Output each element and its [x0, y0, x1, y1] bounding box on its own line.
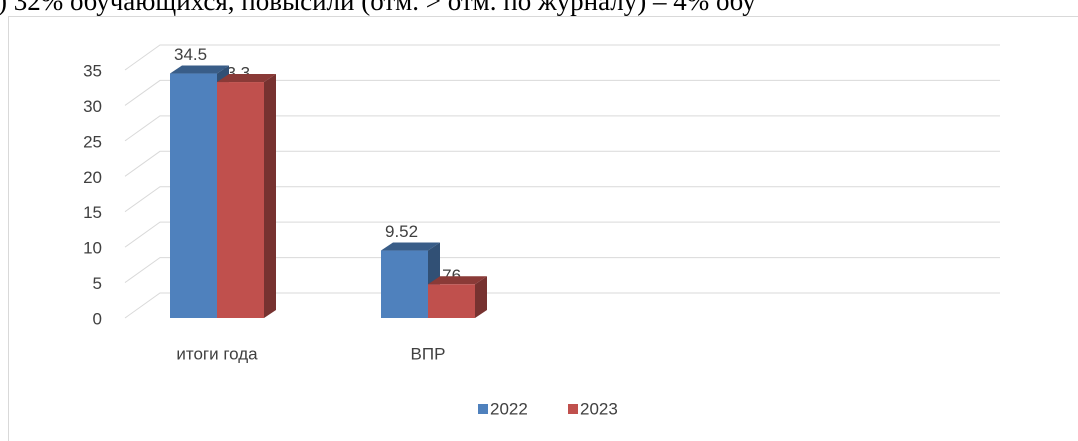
- x-tick-label: итоги года: [176, 344, 258, 363]
- legend-label: 2023: [580, 399, 618, 418]
- y-tick-label: 5: [93, 274, 102, 293]
- caption: ) 32% обучающихся, повысили (отм. > отм.…: [0, 0, 756, 16]
- grid-line: [124, 115, 1000, 142]
- y-tick-label: 35: [83, 61, 102, 80]
- grid-line: [124, 221, 1000, 248]
- chart-frame: [8, 16, 1078, 441]
- x-tick-label: ВПР: [411, 344, 446, 363]
- bar: [170, 73, 217, 319]
- grid-line: [124, 186, 1000, 213]
- bar-side: [264, 74, 276, 318]
- bar-top: [217, 74, 276, 83]
- grid-line: [124, 44, 1000, 71]
- grid-line: [124, 292, 1000, 319]
- bar: [428, 284, 475, 318]
- y-tick-label: 10: [83, 239, 102, 258]
- bar-top: [170, 65, 229, 74]
- bar: [217, 82, 264, 318]
- grid-line: [124, 79, 1000, 106]
- y-tick-label: 20: [83, 168, 102, 187]
- y-tick-label: 15: [83, 203, 102, 222]
- y-tick-label: 0: [93, 309, 102, 328]
- legend-label: 2022: [490, 399, 528, 418]
- value-label: 9.52: [385, 222, 418, 241]
- value-label: 34.5: [174, 45, 207, 64]
- bar-top: [428, 276, 487, 285]
- legend-swatch: [478, 404, 488, 414]
- bar: [381, 250, 428, 318]
- bar-side: [475, 276, 487, 318]
- grid-line: [124, 150, 1000, 177]
- bar-top: [381, 242, 440, 251]
- y-tick-label: 30: [83, 97, 102, 116]
- grid-line: [124, 257, 1000, 283]
- y-tick-label: 25: [83, 132, 102, 151]
- legend-swatch: [568, 404, 578, 414]
